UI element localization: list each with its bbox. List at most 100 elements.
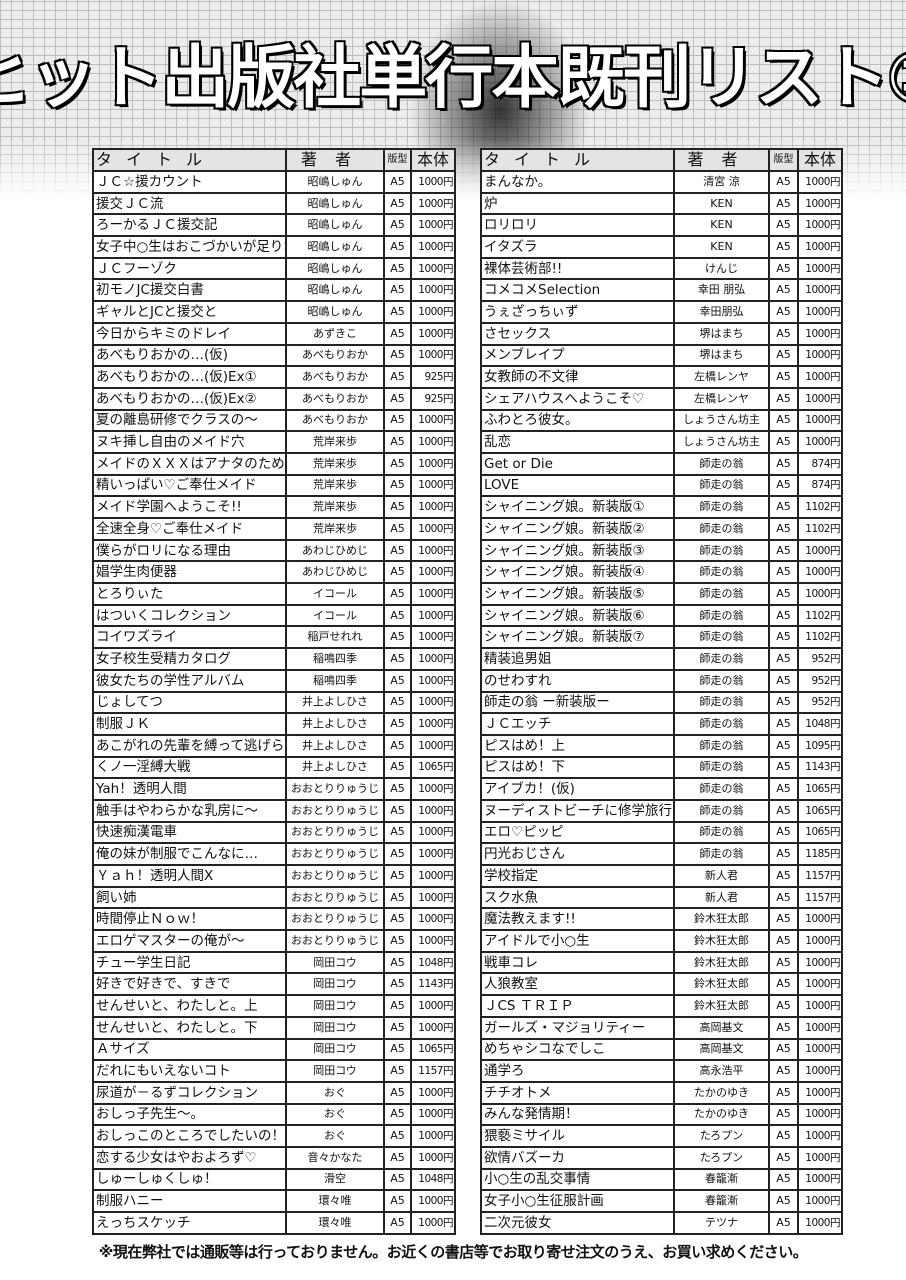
table-row: 師走の翁 ー新装版ー 師走の翁 A5 952円: [480, 690, 843, 715]
book-author: おおとりりゅうじ: [285, 777, 385, 801]
book-author: 環々唯: [285, 1189, 385, 1213]
table-row: 娼学生肉便器 あわじひめじ A5 1000円: [92, 560, 456, 585]
book-author: 鈴木狂太郎: [673, 950, 770, 975]
book-title: メイドのＸＸＸはアナタのために♡: [92, 451, 287, 476]
table-row: 彼女たちの学性アルバム 稲鳴四季 A5 1000円: [92, 668, 456, 693]
book-format: A5: [768, 733, 799, 758]
book-title: 飼い姉: [92, 885, 287, 910]
table-row: 触手はやわらかな乳房に～ おおとりりゅうじ A5 1000円: [92, 798, 456, 823]
book-author: 荒岸来歩: [285, 517, 385, 541]
book-format: A5: [768, 386, 799, 411]
book-format: A5: [383, 1211, 412, 1235]
book-format: A5: [768, 170, 799, 194]
book-title: はついくコレクション: [92, 603, 287, 628]
table-row: ヌキ挿し自由のメイド穴 荒岸来歩 A5 1000円: [92, 430, 456, 454]
table-row: Ｙａｈ！透明人間X おおとりりゅうじ A5 1000円: [92, 864, 456, 888]
book-price: 1048円: [797, 712, 843, 736]
book-author: KEN: [673, 191, 770, 216]
footer-note: ※現在弊社では通販等は行っておりません。お近くの書店等でお取り寄せ注文のうえ、お…: [98, 1243, 808, 1261]
book-format: A5: [768, 1015, 799, 1040]
book-title: おしっ子先生～。: [92, 1102, 287, 1127]
book-author: おぐ: [285, 1080, 385, 1105]
book-format: A5: [383, 603, 412, 628]
book-title: メンブレイプ: [480, 343, 675, 368]
book-author: あずきこ: [285, 321, 385, 346]
book-author: 荒岸来歩: [285, 473, 385, 498]
table-row: エロ♡ピッピ 師走の翁 A5 1065円: [480, 820, 843, 845]
book-author: 高岡基文: [673, 1015, 770, 1040]
book-title: ピスはめ！上: [480, 733, 675, 758]
book-format: A5: [383, 170, 412, 194]
book-price: 1000円: [410, 191, 456, 216]
book-title: ヌキ挿し自由のメイド穴: [92, 430, 287, 454]
table-row: シャイニング娘。新装版⑤ 師走の翁 A5 1000円: [480, 582, 843, 606]
book-title: 師走の翁 ー新装版ー: [480, 690, 675, 715]
book-title: 通学ろ: [480, 1059, 675, 1083]
book-title: チチオトメ: [480, 1080, 675, 1105]
table-row: さセックス 堺はまち A5 1000円: [480, 321, 843, 346]
book-title: みんな発情期！: [480, 1102, 675, 1127]
book-author: 鈴木狂太郎: [673, 929, 770, 953]
book-price: 1000円: [410, 1211, 456, 1235]
book-price: 1000円: [410, 647, 456, 671]
book-format: A5: [768, 1145, 799, 1170]
book-price: 1000円: [797, 582, 843, 606]
book-author: 井上よしひさ: [285, 733, 385, 758]
book-author: しょうさん坊主: [673, 430, 770, 454]
table-row: 乱恋 しょうさん坊主 A5 1000円: [480, 430, 843, 454]
book-format: A5: [383, 864, 412, 888]
table-row: ろーかるＪＣ援交記 昭嶋しゅん A5 1000円: [92, 213, 456, 238]
book-title: Yah！透明人間: [92, 777, 287, 801]
book-format: A5: [383, 343, 412, 368]
book-price: 1000円: [797, 560, 843, 585]
book-title: ＪＣフーゾク: [92, 256, 287, 281]
book-format: A5: [768, 191, 799, 216]
table-row: 学校指定 新人君 A5 1157円: [480, 864, 843, 888]
book-price: 1000円: [410, 1124, 456, 1148]
book-price: 1000円: [797, 343, 843, 368]
book-price: 1000円: [410, 1145, 456, 1170]
book-title: シャイニング娘。新装版②: [480, 517, 675, 541]
book-format: A5: [383, 1145, 412, 1170]
table-row: コイワズライ 稲戸せれれ A5 1000円: [92, 625, 456, 650]
book-author: 井上よしひさ: [285, 755, 385, 780]
book-price: 1000円: [410, 994, 456, 1018]
book-price: 1000円: [410, 625, 456, 650]
table-row: チチオトメ たかのゆき A5 1000円: [480, 1080, 843, 1105]
book-title: シャイニング娘。新装版①: [480, 495, 675, 519]
book-format: A5: [768, 256, 799, 281]
book-format: A5: [383, 235, 412, 259]
book-author: たろプン: [673, 1145, 770, 1170]
book-format: A5: [768, 625, 799, 650]
table-row: シャイニング娘。新装版① 師走の翁 A5 1102円: [480, 495, 843, 519]
book-price: 1065円: [797, 777, 843, 801]
book-author: 師走の翁: [673, 842, 770, 866]
book-format: A5: [383, 1015, 412, 1040]
book-author: 左橋レンヤ: [673, 386, 770, 411]
book-price: 1000円: [410, 842, 456, 866]
book-title: コメコメSelection: [480, 278, 675, 303]
book-format: A5: [768, 1059, 799, 1083]
book-price: 1000円: [410, 864, 456, 888]
book-author: 師走の翁: [673, 625, 770, 650]
book-author: 昭嶋しゅん: [285, 235, 385, 259]
book-author: 鈴木狂太郎: [673, 994, 770, 1018]
book-title: 女教師の不文律: [480, 365, 675, 389]
book-author: 師走の翁: [673, 473, 770, 498]
book-price: 1000円: [797, 430, 843, 454]
book-title: エロゲマスターの俺が～: [92, 929, 287, 953]
book-author: イコール: [285, 582, 385, 606]
book-author: 新人君: [673, 885, 770, 910]
header-title: タイトル: [480, 148, 675, 172]
table-row: 精装追男姐 師走の翁 A5 952円: [480, 647, 843, 671]
header-format: 版型: [768, 148, 799, 172]
book-price: 1000円: [410, 300, 456, 324]
book-format: A5: [768, 929, 799, 953]
book-author: あべもりおか: [285, 408, 385, 433]
book-author: 師走の翁: [673, 755, 770, 780]
book-title: 制服ＪＫ: [92, 712, 287, 736]
table-row: Ａサイズ 岡田コウ A5 1065円: [92, 1037, 456, 1062]
book-price: 1000円: [410, 495, 456, 519]
book-format: A5: [383, 798, 412, 823]
